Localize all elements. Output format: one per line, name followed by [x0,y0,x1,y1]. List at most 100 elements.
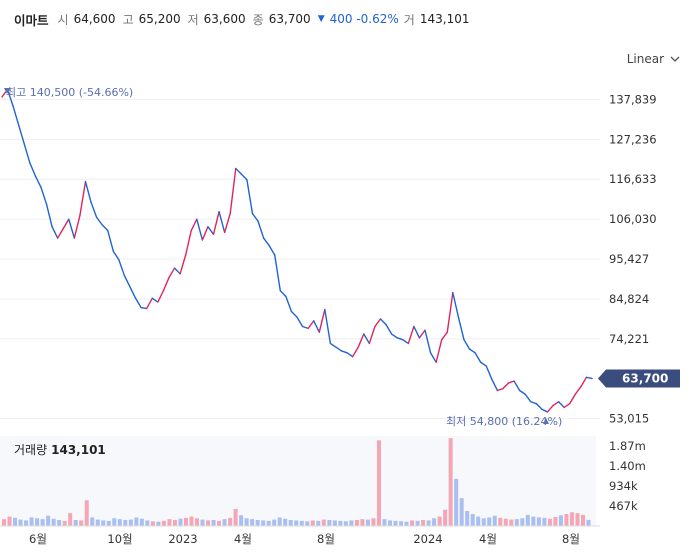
volume-bar [277,517,282,526]
volume-bar [376,440,381,526]
price-segment [274,254,282,292]
volume-bar [79,520,84,526]
volume-bar [371,518,376,526]
price-segment [335,346,343,352]
price-segment [251,212,259,222]
volume-tick-label: 467k [609,499,638,513]
price-segment [107,229,115,252]
volume-bar [255,520,260,526]
volume-bar [200,519,205,526]
volume-bar [580,514,585,526]
volume-bar [316,520,321,526]
volume-bar [575,513,580,526]
low-value: 63,600 [203,12,246,26]
price-segment [34,175,42,188]
high-annotation: 최고 140,500 (-54.66%) [6,86,133,99]
volume-bar [487,517,492,526]
volume-bar [134,517,139,526]
price-segment [168,267,176,279]
volume-bar [123,520,128,526]
scale-label: Linear [626,52,664,66]
price-segment [546,404,554,413]
price-segment [162,276,170,292]
price-segment [6,88,14,108]
price-segment [312,320,320,333]
price-segment [502,382,510,390]
volume-bar [354,520,359,526]
volume-bar [95,519,100,526]
x-tick-label: 2024 [413,532,442,546]
volume-bars [0,436,596,526]
scale-dropdown[interactable]: Linear [627,52,680,66]
volume-bar [503,518,508,526]
price-segment [485,365,493,380]
price-segment [23,143,31,164]
change-value: 400 -0.62% [329,12,399,26]
price-segment [557,401,565,409]
price-segment [379,318,387,326]
price-segment [357,333,365,348]
x-tick-label: 8월 [562,532,580,546]
volume-bar [13,517,18,526]
price-segment [84,180,92,204]
price-segment [235,167,243,175]
price-segment [585,376,593,380]
price-segment [218,211,226,234]
price-segment [374,318,382,328]
volume-bar [68,513,73,526]
y-tick-label: 74,221 [609,332,649,346]
price-segment [184,229,192,256]
price-segment [324,308,332,345]
volume-bar [492,515,497,526]
volume-bar [239,515,244,526]
volume-bar [564,514,569,526]
volume-bar [443,509,448,526]
price-segment [507,380,515,384]
last-price-value: 63,700 [622,371,668,385]
price-segment [95,216,103,226]
volume-bar [156,521,161,526]
y-tick-label: 116,633 [609,172,657,186]
open-label: 시 [57,12,69,27]
volume-bar [233,508,238,526]
volume-bar [128,519,133,526]
price-segment [363,333,371,345]
volume-bar [481,518,486,526]
price-segment [262,237,270,247]
price-segment [390,333,398,339]
volume-bar [404,521,409,526]
price-segment [240,173,248,181]
volume-bar [40,519,45,526]
volume-title: 거래량 143,101 [14,441,106,458]
volume-tick-label: 934k [609,479,638,493]
price-segment [257,220,265,239]
volume-bar [2,519,7,526]
price-segment [368,325,376,345]
high-label: 고 [122,12,134,27]
volume-bar [536,517,541,526]
low-marker-icon [543,418,549,424]
volume-tick-label: 1.40m [609,459,646,473]
price-segment [223,212,231,234]
volume-bar [531,516,536,526]
volume-bar [387,520,392,526]
price-segment [457,316,465,341]
volume-bar [476,516,481,526]
volume-y-axis: 1.87m 1.40m 934k 467k [609,439,646,513]
chevron-down-icon [670,56,680,62]
x-tick-label: 4월 [234,532,252,546]
price-segment [45,203,53,228]
y-tick-label: 137,839 [609,92,657,106]
price-segment [51,226,59,239]
volume-bar [272,519,277,526]
volume-bar [338,520,343,526]
volume-bar [117,519,122,526]
price-segment [518,389,526,395]
volume-bar [360,519,365,526]
volume-bar [305,521,310,526]
price-segment [418,329,426,339]
volume-bar [349,520,354,526]
volume-value: 143,101 [419,12,470,26]
volume-bar [35,518,40,526]
